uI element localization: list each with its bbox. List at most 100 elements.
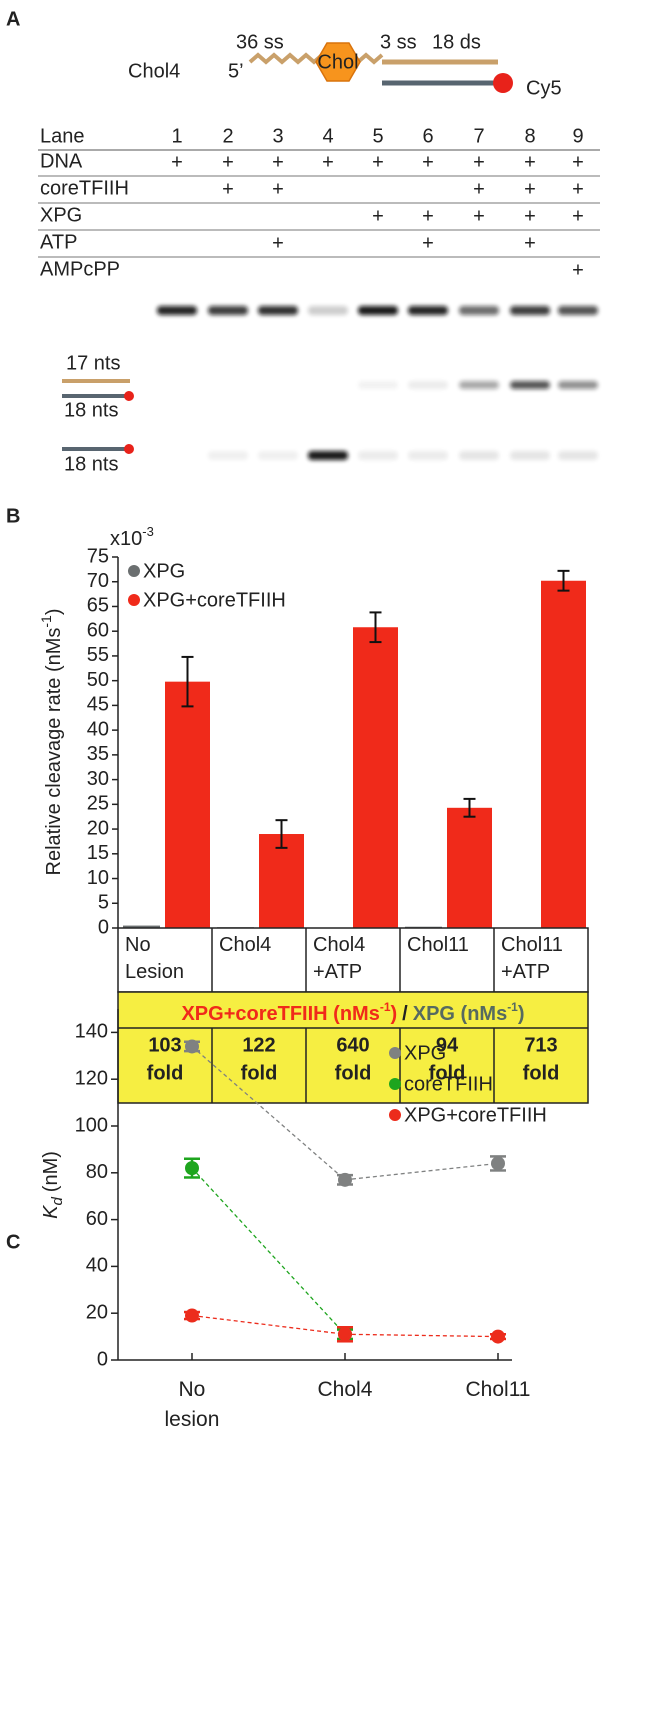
- y-tick-label: 45: [87, 694, 109, 716]
- gel-band: [157, 306, 197, 315]
- lane-number: 9: [572, 125, 583, 147]
- error-bar: [557, 569, 570, 592]
- plus-mark: +: [222, 178, 234, 200]
- dna-single-strand: [356, 52, 384, 65]
- plus-mark: +: [524, 205, 536, 227]
- lane-number: 6: [422, 125, 433, 147]
- y-tick-label: 140: [75, 1021, 108, 1043]
- chol-label: Chol: [317, 51, 358, 73]
- plus-mark: +: [222, 151, 234, 173]
- gel-band: [459, 451, 499, 460]
- plus-mark: +: [473, 205, 485, 227]
- plus-mark: +: [322, 151, 334, 173]
- five-prime: 5’: [228, 60, 244, 82]
- point: [185, 1161, 199, 1176]
- legend-label: XPG+coreTFIIH: [143, 589, 286, 611]
- dna-single-strand: [248, 52, 324, 65]
- y-tick-label: 120: [75, 1067, 108, 1089]
- plus-mark: +: [572, 205, 584, 227]
- point: [185, 1039, 199, 1054]
- plus-mark: +: [422, 232, 434, 254]
- fold-unit: fold: [523, 1062, 560, 1084]
- y-tick-label: 60: [87, 619, 109, 641]
- plus-mark: +: [272, 232, 284, 254]
- plus-mark: +: [473, 178, 485, 200]
- multiplier-exp: -3: [142, 524, 154, 539]
- y-tick-label: 20: [87, 817, 109, 839]
- lane-number: 8: [524, 125, 535, 147]
- fold-value: 103: [148, 1034, 181, 1056]
- point: [491, 1156, 505, 1171]
- plus-mark: +: [524, 178, 536, 200]
- gel-band: [408, 381, 448, 389]
- error-bar: [181, 655, 194, 708]
- plus-mark: +: [272, 178, 284, 200]
- y-tick-label: 35: [87, 743, 109, 765]
- marker-dye: [124, 444, 134, 454]
- gel-band: [358, 451, 398, 460]
- construct-name: Chol4: [128, 60, 180, 82]
- legend-label: coreTFIIH: [404, 1073, 493, 1095]
- ds-label: 18 ds: [432, 31, 481, 53]
- y-tick-label: 55: [87, 644, 109, 666]
- row-label: coreTFIIH: [40, 177, 129, 199]
- lane-number: 4: [322, 125, 333, 147]
- gel-band: [558, 381, 598, 389]
- y-tick-label: 15: [87, 842, 109, 864]
- fold-value: 94: [436, 1034, 459, 1056]
- point: [491, 1329, 505, 1344]
- plus-mark: +: [572, 178, 584, 200]
- gel-band: [510, 381, 550, 389]
- y-tick-label: 75: [87, 545, 109, 567]
- category-label: Chol11 +ATP: [501, 934, 563, 983]
- fold-value: 122: [242, 1034, 275, 1056]
- plus-mark: +: [422, 205, 434, 227]
- y-tick-label: 70: [87, 570, 109, 592]
- legend-marker: [128, 565, 140, 577]
- legend-marker: [389, 1078, 401, 1090]
- y-tick-label: 10: [87, 867, 109, 889]
- marker-dye: [124, 391, 134, 401]
- divider: /: [402, 1003, 408, 1025]
- category-label: Chol4: [219, 934, 272, 956]
- marker-label: 18 nts: [64, 453, 118, 475]
- row-label: AMPcPP: [40, 258, 120, 280]
- y-label-close: ): [43, 608, 65, 615]
- plus-mark: +: [572, 259, 584, 281]
- legend-marker: [128, 594, 140, 606]
- error-bar: [463, 797, 476, 818]
- category-label: Chol4 +ATP: [313, 934, 366, 983]
- y-label-text: Relative cleavage rate (nMs: [43, 628, 65, 876]
- y-label-sub: d: [49, 1197, 66, 1206]
- gel-band: [510, 451, 550, 460]
- denominator-close: ): [518, 1003, 525, 1025]
- lane-number: 1: [171, 125, 182, 147]
- bar: [259, 834, 304, 928]
- row-label: XPG: [40, 204, 82, 226]
- lane-number: 3: [272, 125, 283, 147]
- x-tick-label: No lesion: [164, 1378, 220, 1431]
- y-label-exp: -1: [38, 615, 54, 628]
- y-tick-label: 40: [87, 718, 109, 740]
- point: [338, 1172, 352, 1187]
- series-line: [191, 1167, 346, 1335]
- legend-marker: [389, 1047, 401, 1059]
- error-bar: [275, 819, 288, 849]
- gel-band: [208, 451, 248, 460]
- plus-mark: +: [524, 232, 536, 254]
- category-label: Chol11: [407, 934, 469, 956]
- cholesterol: [315, 42, 361, 82]
- gel-band: [459, 381, 499, 389]
- plus-mark: +: [524, 151, 536, 173]
- lane-number: 5: [372, 125, 383, 147]
- y-axis-label: Relative cleavage rate (nMs-1): [38, 608, 66, 875]
- y-tick-label: 25: [87, 793, 109, 815]
- denominator-exp: -1: [507, 1000, 518, 1014]
- fold-unit: fold: [241, 1062, 278, 1084]
- y-tick-label: 50: [87, 669, 109, 691]
- plus-mark: +: [272, 151, 284, 173]
- gel-band: [258, 306, 298, 315]
- gel-band: [558, 306, 598, 315]
